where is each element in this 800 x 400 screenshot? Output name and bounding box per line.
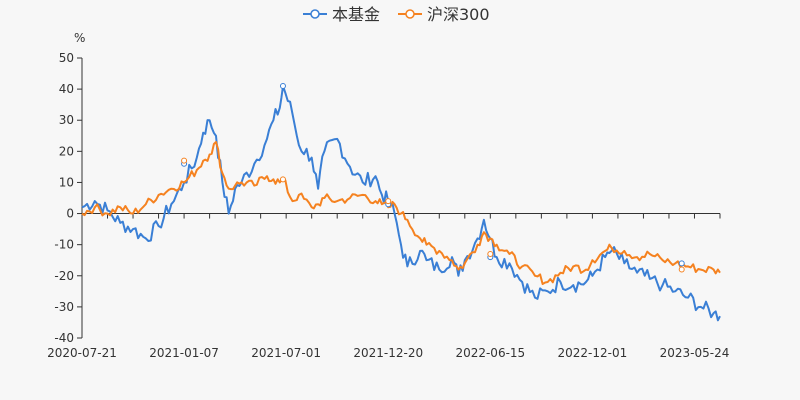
- x-tick-label: 2021-12-20: [353, 346, 423, 360]
- y-tick-label: -20: [54, 269, 74, 283]
- y-tick-label: 10: [59, 175, 74, 189]
- legend-label-fund: 本基金: [332, 5, 380, 24]
- y-tick-label: -10: [54, 238, 74, 252]
- y-tick-label: -40: [54, 331, 74, 345]
- marker-index: [487, 251, 494, 257]
- marker-index: [181, 157, 188, 164]
- x-tick-label: 2020-07-21: [47, 346, 117, 360]
- marker-layer: [181, 83, 685, 273]
- legend-item-index[interactable]: 沪深300: [398, 5, 490, 24]
- y-tick-label: 20: [59, 144, 74, 158]
- series-layer: [81, 85, 721, 322]
- x-axis: 2020-07-21 2021-01-07 2021-07-01 2021-12-20…: [47, 213, 730, 360]
- legend[interactable]: 本基金 沪深300: [303, 5, 490, 24]
- series-line-fund: [81, 85, 721, 322]
- y-tick-label: 50: [59, 51, 74, 65]
- y-tick-label: 30: [59, 113, 74, 127]
- legend-marker-index: [405, 9, 415, 19]
- marker-fund: [279, 83, 286, 89]
- legend-label-index: 沪深300: [427, 5, 490, 24]
- legend-marker-fund: [310, 9, 320, 19]
- y-axis-unit: %: [74, 31, 85, 45]
- y-tick-label: 40: [59, 82, 74, 96]
- legend-item-fund[interactable]: 本基金: [303, 5, 380, 24]
- x-tick-label: 2021-01-07: [149, 346, 219, 360]
- x-tick-label: 2022-06-15: [455, 346, 525, 360]
- y-tick-label: -30: [54, 300, 74, 314]
- x-tick-label: 2023-05-24: [660, 346, 730, 360]
- marker-index: [279, 176, 286, 183]
- marker-index: [385, 198, 392, 205]
- series-line-index: [81, 141, 721, 285]
- x-tick-label: 2022-12-01: [558, 346, 628, 360]
- x-tick-label: 2021-07-01: [251, 346, 321, 360]
- y-axis: 50 40 30 20 10 0 -10 -20 -30 -40: [54, 51, 83, 345]
- marker-fund: [678, 260, 685, 267]
- marker-index: [678, 266, 685, 273]
- y-tick-label: 0: [66, 207, 74, 221]
